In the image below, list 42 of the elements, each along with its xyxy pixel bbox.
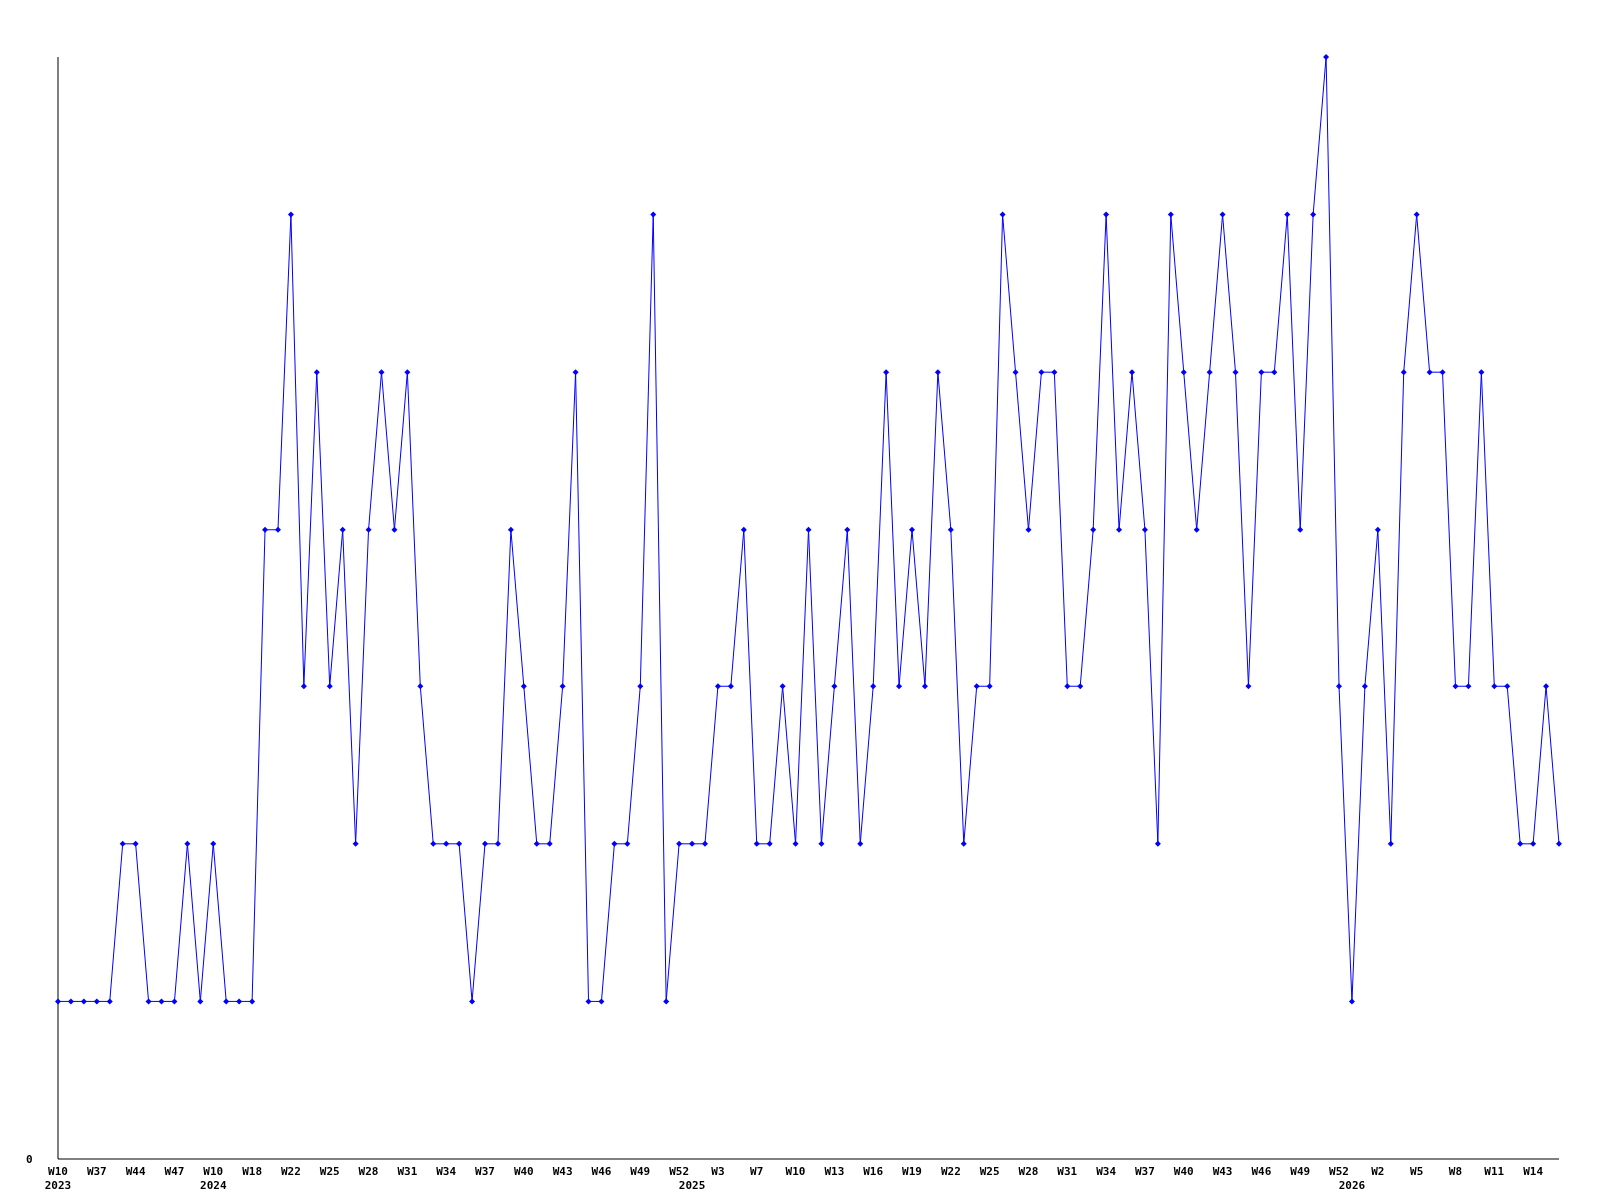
- x-tick-label: W8: [1448, 1165, 1463, 1178]
- x-tick-label: W7: [750, 1165, 764, 1178]
- x-tick-label: W10: [785, 1165, 806, 1178]
- x-tick-label: W49: [630, 1165, 651, 1178]
- x-tick-label: W40: [513, 1165, 534, 1178]
- x-tick-label: W46: [1251, 1165, 1272, 1178]
- x-tick-label: W34: [1096, 1165, 1117, 1178]
- x-tick-label: W49: [1290, 1165, 1311, 1178]
- x-tick-label: W19: [902, 1165, 922, 1178]
- x-tick-label: 2026: [1338, 1179, 1366, 1192]
- x-tick-label: W31: [397, 1165, 418, 1178]
- x-tick-label: W3: [711, 1165, 725, 1178]
- x-tick-label: W28: [1018, 1165, 1039, 1178]
- x-tick-label: W28: [358, 1165, 379, 1178]
- x-tick-label: W52: [669, 1165, 690, 1178]
- x-tick-label: W34: [436, 1165, 457, 1178]
- x-tick-label: W10 2024: [200, 1165, 227, 1192]
- x-tick-label: W43: [552, 1165, 573, 1178]
- x-tick-label: W10 2023: [44, 1165, 72, 1192]
- x-tick-label: W43: [1212, 1165, 1233, 1178]
- x-tick-label: W37: [86, 1165, 107, 1178]
- x-tick-label: W52: [1329, 1165, 1349, 1178]
- x-tick-label: W16: [863, 1165, 884, 1178]
- x-tick-label: W2: [1371, 1165, 1385, 1178]
- x-tick-label: W46: [591, 1165, 612, 1178]
- x-tick-label: W40: [1173, 1165, 1194, 1178]
- x-tick-label: W37: [1134, 1165, 1155, 1178]
- x-tick-label: W22: [940, 1165, 961, 1178]
- x-tick-label: W18: [242, 1165, 263, 1178]
- x-tick-label: W25: [979, 1165, 1000, 1178]
- x-tick-label: W31: [1057, 1165, 1078, 1178]
- x-tick-label: W11: [1484, 1165, 1505, 1178]
- x-tick-label: W5: [1410, 1165, 1424, 1178]
- x-tick-label: W47: [164, 1165, 185, 1178]
- x-tick-label: W13: [824, 1165, 845, 1178]
- x-tick-label: W25: [319, 1165, 340, 1178]
- x-tick-label: W14: [1523, 1165, 1544, 1178]
- text: 0: [26, 1153, 33, 1166]
- x-tick-label: W22: [280, 1165, 301, 1178]
- x-tick-label: 2025: [678, 1179, 706, 1192]
- x-tick-label: W44: [125, 1165, 146, 1178]
- x-tick-label: W37: [475, 1165, 495, 1178]
